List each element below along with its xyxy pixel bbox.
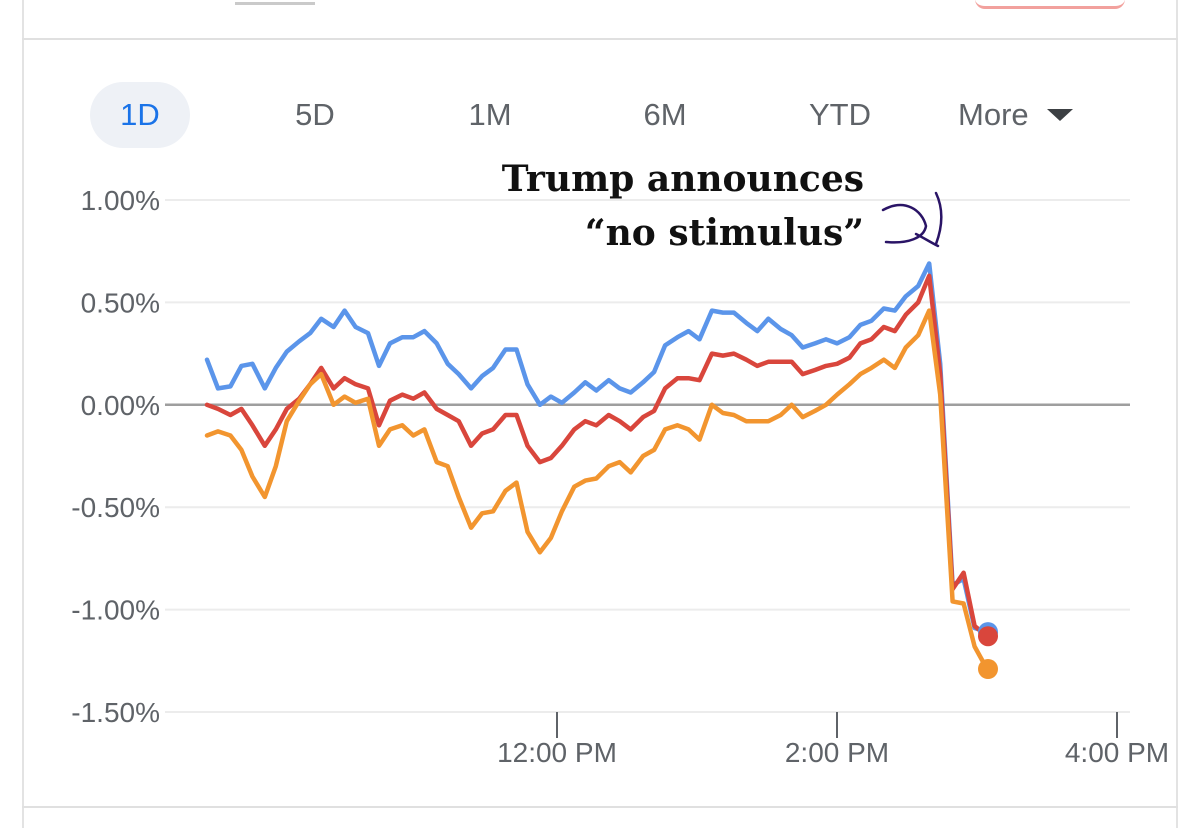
y-tick-label: 1.00%	[81, 185, 160, 216]
series-line-red-index	[204, 273, 990, 639]
annotation: Trump announces “no stimulus”	[502, 152, 864, 260]
series-line-orange-index	[204, 308, 990, 672]
end-marker-orange-index	[978, 658, 998, 679]
tab-1m[interactable]: 1M	[468, 97, 512, 132]
tab-6m[interactable]: 6M	[643, 97, 687, 132]
series-line-blue-index	[204, 261, 990, 635]
y-tick-label: -1.50%	[71, 697, 160, 728]
x-tick-label: 2:00 PM	[785, 737, 889, 768]
x-tick-label: 4:00 PM	[1065, 737, 1169, 768]
card-edge-left	[22, 0, 24, 828]
range-tabs: 1D 5D 1M 6M YTD More	[90, 82, 1120, 148]
cropped-change-indicator	[975, 0, 1125, 9]
more-label: More	[958, 97, 1029, 132]
card-edge-right	[1176, 0, 1178, 828]
tab-ytd[interactable]: YTD	[809, 97, 871, 132]
bottom-divider	[22, 806, 1178, 808]
tab-5d[interactable]: 5D	[295, 97, 335, 132]
y-tick-label: -1.00%	[71, 595, 160, 626]
y-tick-label: -0.50%	[71, 492, 160, 523]
annotation-line-1: Trump announces	[501, 158, 864, 200]
tab-1d[interactable]: 1D	[90, 82, 190, 148]
annotation-line-2: “no stimulus”	[584, 212, 864, 254]
cropped-header-text	[235, 0, 315, 5]
y-tick-label: 0.00%	[81, 390, 160, 421]
y-tick-label: 0.50%	[81, 287, 160, 318]
caret-down-icon	[1046, 109, 1073, 121]
end-marker-red-index	[978, 626, 998, 647]
x-tick-label: 12:00 PM	[497, 737, 617, 768]
top-divider	[22, 38, 1178, 40]
more-button[interactable]: More	[958, 82, 1118, 148]
hand-drawn-arrow	[881, 191, 943, 248]
